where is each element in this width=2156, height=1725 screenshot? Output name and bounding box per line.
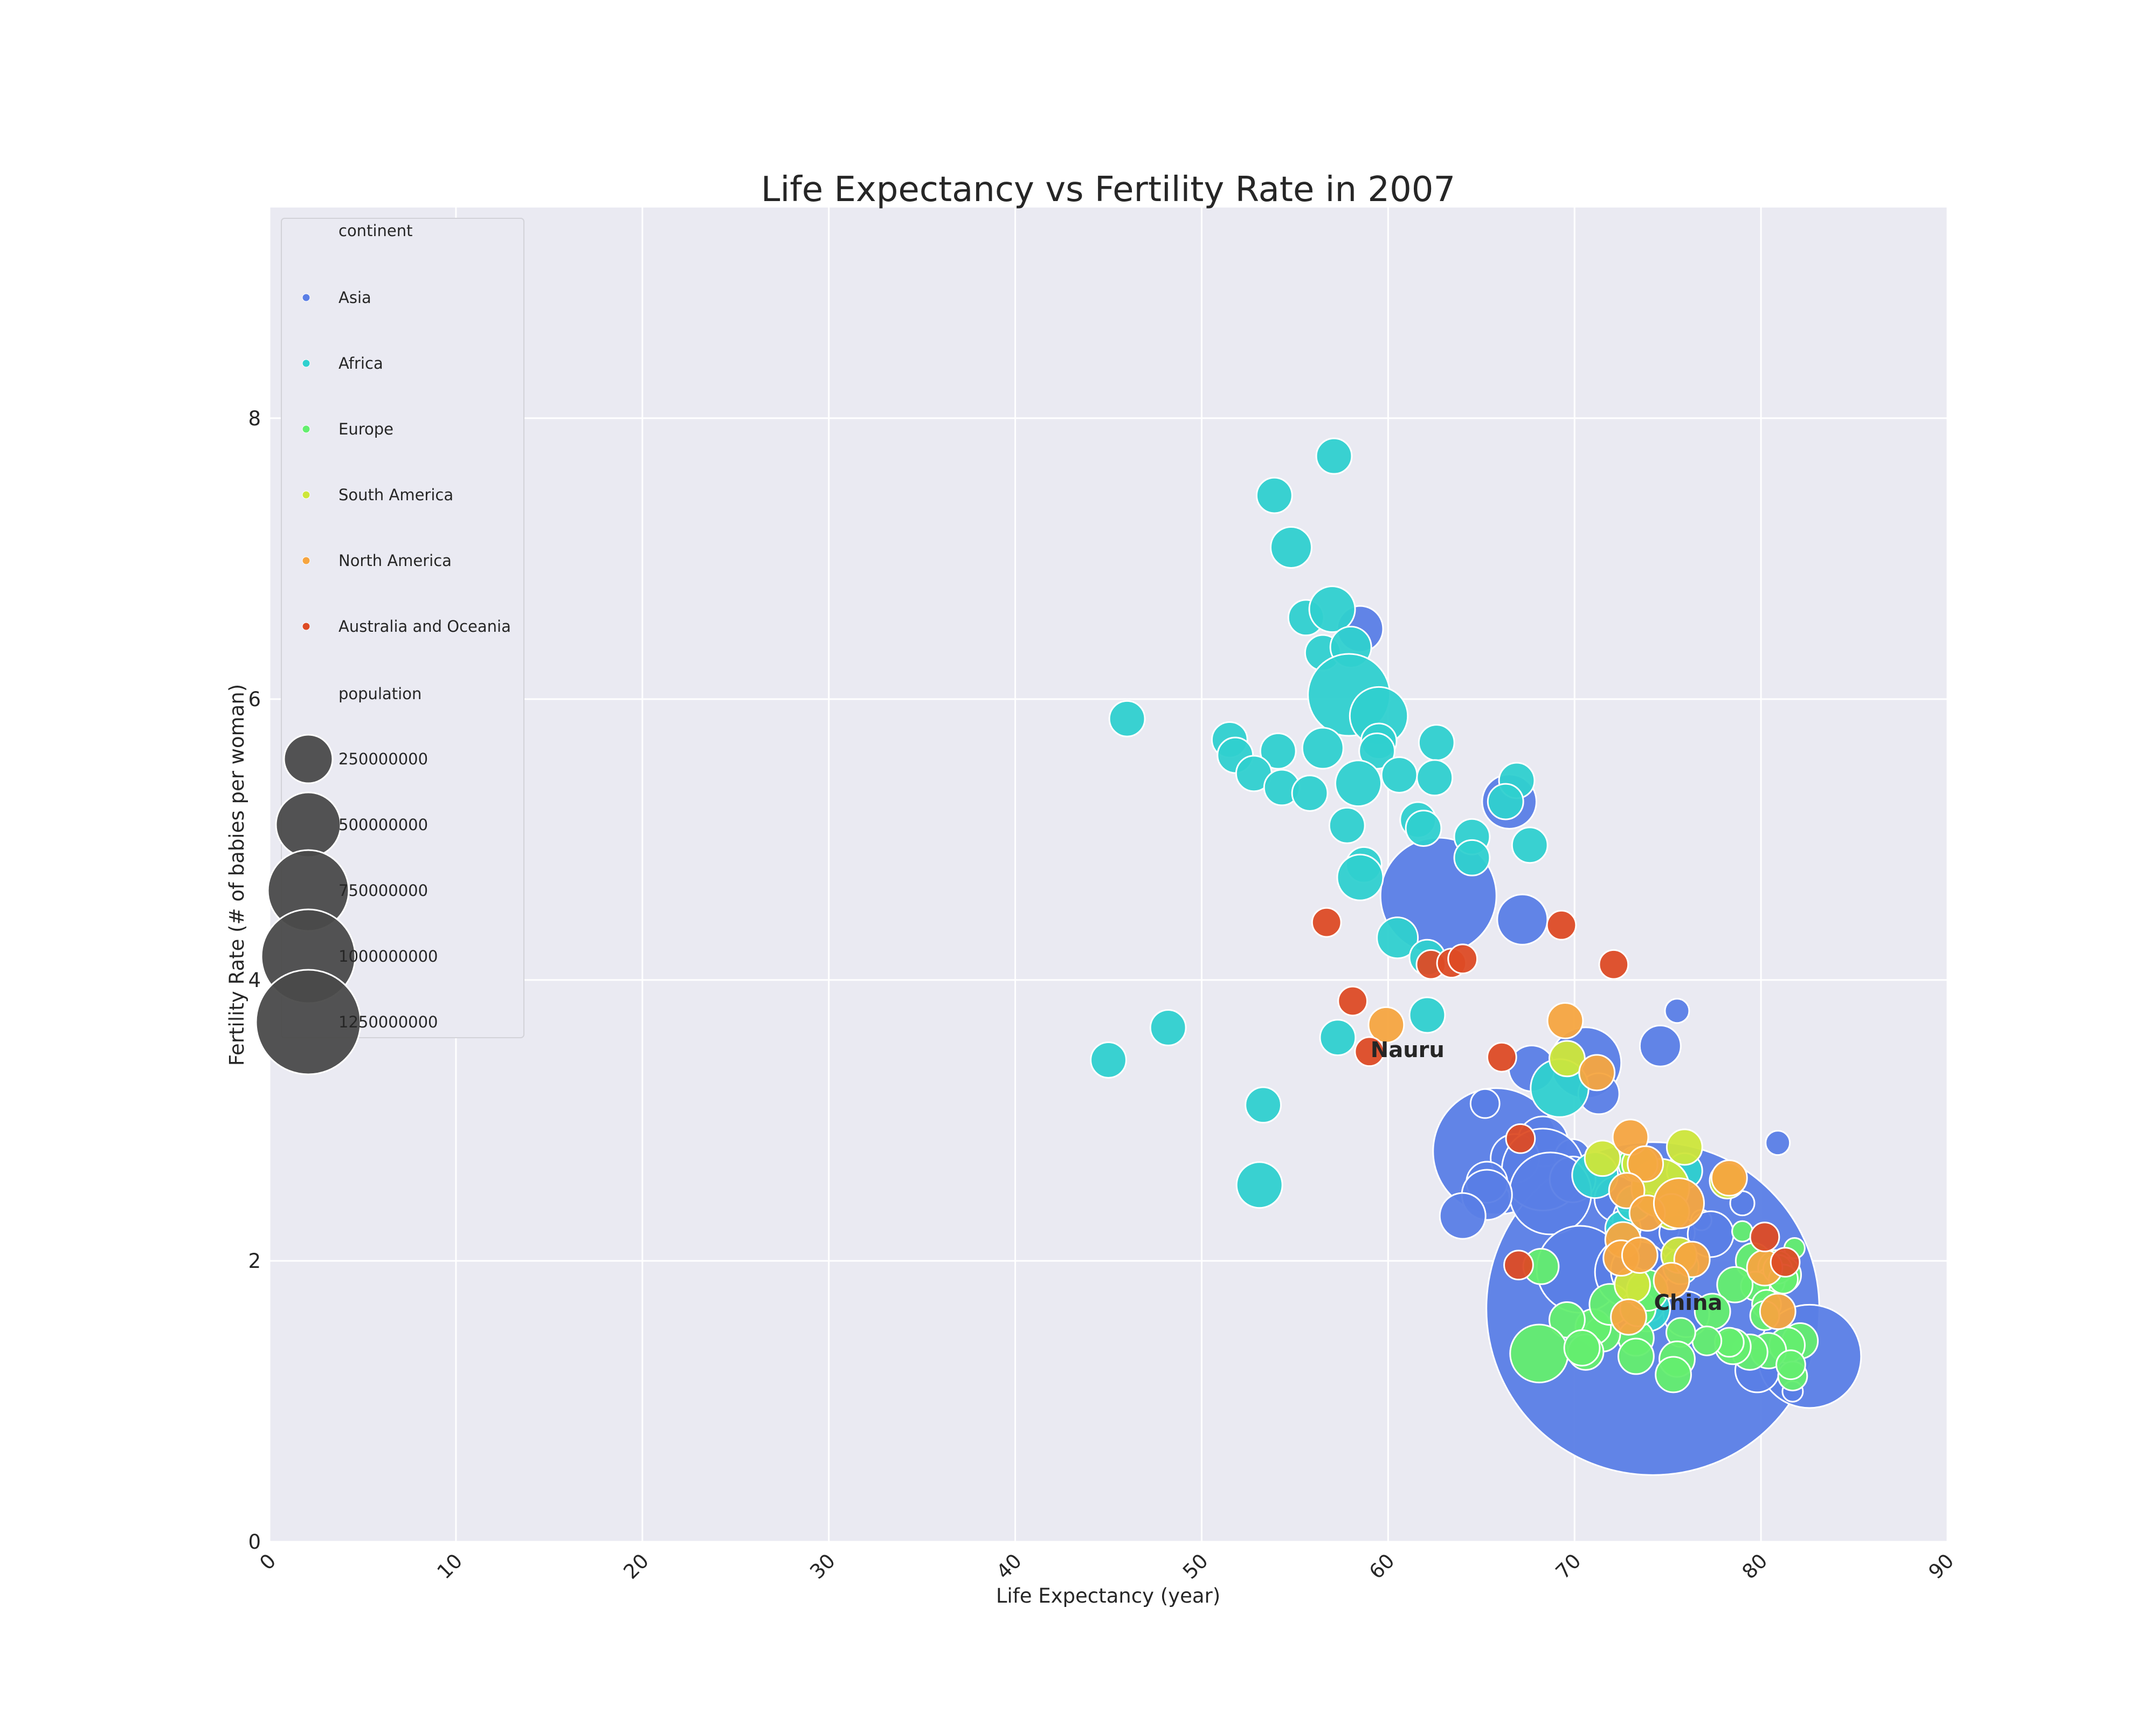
- legend-size-title: population: [338, 685, 421, 703]
- legend-marker-south-america: [302, 491, 310, 499]
- legend-size-label: 1000000000: [338, 947, 438, 965]
- data-point-africa: [1301, 727, 1344, 770]
- data-point-africa: [1416, 759, 1454, 797]
- data-point-africa: [1319, 1019, 1357, 1057]
- data-point-africa: [1511, 826, 1549, 864]
- data-point-australia-and-oceania: [1546, 909, 1577, 941]
- data-point-asia: [1765, 1130, 1791, 1156]
- legend-box: [281, 218, 524, 1038]
- legend-size-label: 1250000000: [338, 1013, 438, 1031]
- data-point-africa: [1328, 806, 1366, 844]
- legend-entry-label: North America: [338, 551, 452, 570]
- legend-marker-australia-and-oceania: [302, 622, 310, 631]
- y-tick-label: 8: [248, 407, 261, 430]
- legend-marker-europe: [302, 425, 310, 433]
- annotation-label: China: [1654, 1291, 1722, 1315]
- legend-marker-asia: [302, 293, 310, 302]
- y-tick-label: 4: [248, 969, 261, 992]
- data-point-europe: [1691, 1326, 1723, 1356]
- data-point-europe: [1716, 1266, 1754, 1303]
- data-point-europe: [1509, 1323, 1569, 1384]
- data-point-africa: [1149, 1009, 1187, 1046]
- data-point-africa: [1487, 783, 1524, 820]
- data-point-africa: [1291, 774, 1329, 812]
- data-point-europe: [1563, 1329, 1601, 1367]
- data-point-africa: [1235, 1161, 1283, 1209]
- data-point-africa: [1308, 585, 1356, 633]
- data-point-asia: [1469, 1088, 1501, 1119]
- data-point-africa: [1255, 477, 1293, 514]
- legend-marker-north-america: [302, 556, 310, 565]
- data-point-north-america: [1653, 1262, 1690, 1299]
- data-point-south-america: [1666, 1128, 1703, 1166]
- data-point-north-america: [1546, 1002, 1584, 1039]
- data-points: [1090, 437, 1862, 1476]
- annotations: Nauru China: [1371, 1038, 1723, 1315]
- data-point-north-america: [1610, 1298, 1647, 1336]
- legend-size-marker: [283, 734, 334, 784]
- data-point-asia: [1496, 893, 1549, 946]
- data-point-asia: [1439, 1192, 1487, 1240]
- legend-hue-title: continent: [338, 222, 412, 240]
- data-point-australia-and-oceania: [1505, 1123, 1536, 1154]
- data-point-africa: [1108, 700, 1146, 737]
- y-tick-label: 2: [248, 1250, 261, 1273]
- y-axis-label: Fertility Rate (# of babies per woman): [225, 684, 248, 1066]
- data-point-north-america: [1759, 1293, 1796, 1330]
- chart-title: Life Expectancy vs Fertility Rate in 200…: [761, 170, 1455, 210]
- data-point-asia: [1639, 1024, 1682, 1067]
- legend-size-label: 500000000: [338, 816, 428, 834]
- data-point-australia-and-oceania: [1311, 907, 1342, 938]
- legend-entry-label: South America: [338, 486, 453, 504]
- data-point-north-america: [1653, 1177, 1705, 1230]
- data-point-africa: [1376, 916, 1419, 960]
- legend-entry-label: Australia and Oceania: [338, 617, 511, 636]
- data-point-africa: [1405, 810, 1442, 847]
- data-point-australia-and-oceania: [1503, 1250, 1534, 1281]
- y-tick-label: 6: [248, 688, 261, 711]
- data-point-australia-and-oceania: [1337, 985, 1368, 1017]
- data-point-africa: [1090, 1041, 1127, 1079]
- data-point-africa: [1408, 996, 1446, 1034]
- data-point-north-america: [1621, 1237, 1659, 1274]
- data-point-africa: [1269, 526, 1312, 569]
- data-point-europe: [1617, 1337, 1655, 1375]
- data-point-africa: [1315, 437, 1353, 475]
- data-point-north-america: [1578, 1054, 1616, 1092]
- legend-size-label: 250000000: [338, 750, 428, 768]
- data-point-north-america: [1627, 1145, 1664, 1183]
- data-point-africa: [1245, 1086, 1282, 1124]
- data-point-africa: [1418, 724, 1455, 762]
- data-point-north-america: [1710, 1159, 1748, 1197]
- legend-entry-label: Africa: [338, 354, 383, 372]
- data-point-africa: [1259, 732, 1297, 770]
- legend-size-label: 750000000: [338, 881, 428, 900]
- data-point-australia-and-oceania: [1354, 1036, 1385, 1067]
- data-point-australia-and-oceania: [1447, 943, 1478, 975]
- annotation-label: Nauru: [1371, 1038, 1445, 1062]
- data-point-europe: [1655, 1356, 1692, 1393]
- data-point-australia-and-oceania: [1749, 1222, 1780, 1253]
- data-point-africa: [1380, 756, 1418, 794]
- legend-size-marker: [275, 791, 342, 858]
- data-point-north-america: [1367, 1006, 1405, 1044]
- data-point-africa: [1334, 760, 1382, 808]
- data-point-europe: [1775, 1349, 1806, 1381]
- data-point-australia-and-oceania: [1598, 949, 1629, 980]
- data-point-south-america: [1584, 1140, 1621, 1177]
- data-point-australia-and-oceania: [1770, 1247, 1801, 1278]
- data-point-asia: [1664, 998, 1690, 1024]
- data-point-australia-and-oceania: [1486, 1041, 1517, 1073]
- legend-entry-label: Asia: [338, 288, 371, 307]
- y-tick-label: 0: [248, 1530, 261, 1554]
- legend-marker-africa: [302, 359, 310, 368]
- data-point-africa: [1336, 853, 1384, 901]
- legend: continent Asia Africa Europe South America No…: [255, 218, 524, 1075]
- legend-size-marker: [255, 969, 362, 1075]
- x-axis-label: Life Expectancy (year): [996, 1584, 1220, 1607]
- legend-entry-label: Europe: [338, 420, 393, 438]
- data-point-africa: [1453, 839, 1491, 877]
